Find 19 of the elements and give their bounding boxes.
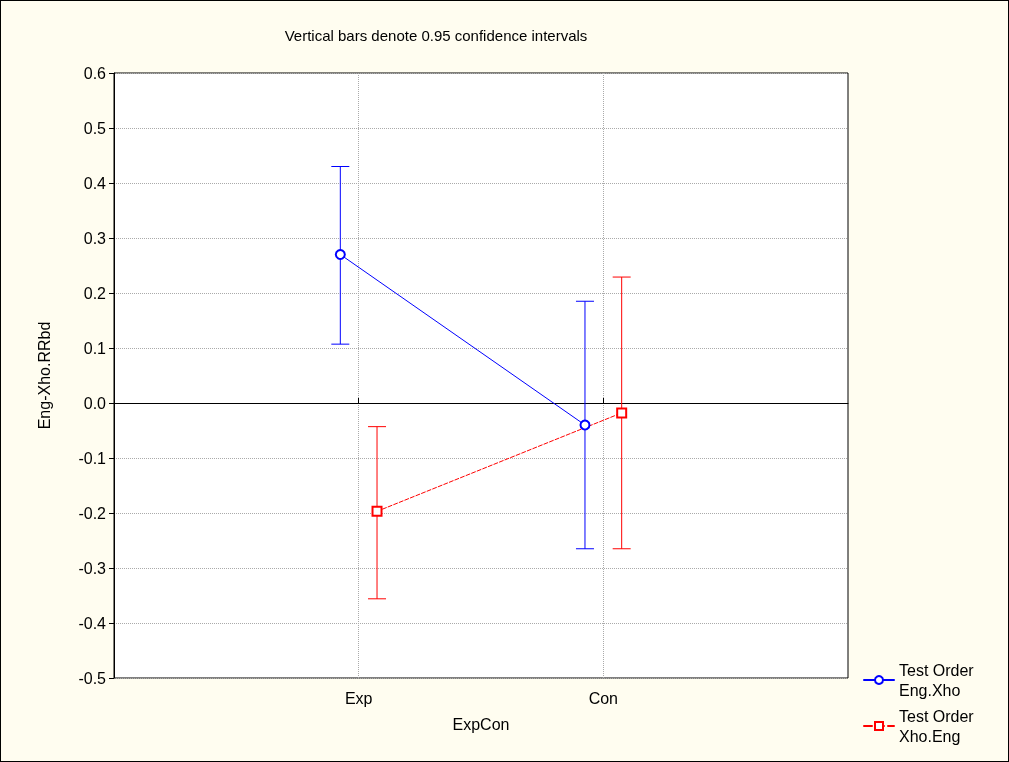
x-tick-label: Exp: [344, 689, 373, 707]
y-tick-label: -0.4: [78, 614, 107, 632]
y-tick-label: 0.2: [83, 284, 107, 302]
y-tick-label: -0.1: [78, 449, 107, 467]
y-axis-title: Eng-Xho.RRbd: [35, 321, 53, 430]
y-tick-label: 0.3: [83, 229, 107, 247]
y-tick-label: 0.1: [83, 339, 107, 357]
y-tick-label: -0.2: [78, 504, 107, 522]
x-tick-label: Con: [588, 689, 619, 707]
x-axis-title: ExpCon: [452, 715, 510, 733]
chart-title: Vertical bars denote 0.95 confidence intervals: [284, 27, 588, 44]
y-tick-label: -0.3: [78, 559, 107, 577]
y-tick-label: 0.6: [83, 64, 107, 82]
y-tick-label: 0.5: [83, 119, 107, 137]
legend-label: Test Order Eng.Xho: [899, 661, 979, 699]
y-tick-label: -0.5: [78, 669, 107, 687]
legend-label: Test Order Xho.Eng: [899, 707, 979, 745]
y-tick-label: 0.0: [83, 394, 107, 412]
y-tick-label: 0.4: [83, 174, 107, 192]
